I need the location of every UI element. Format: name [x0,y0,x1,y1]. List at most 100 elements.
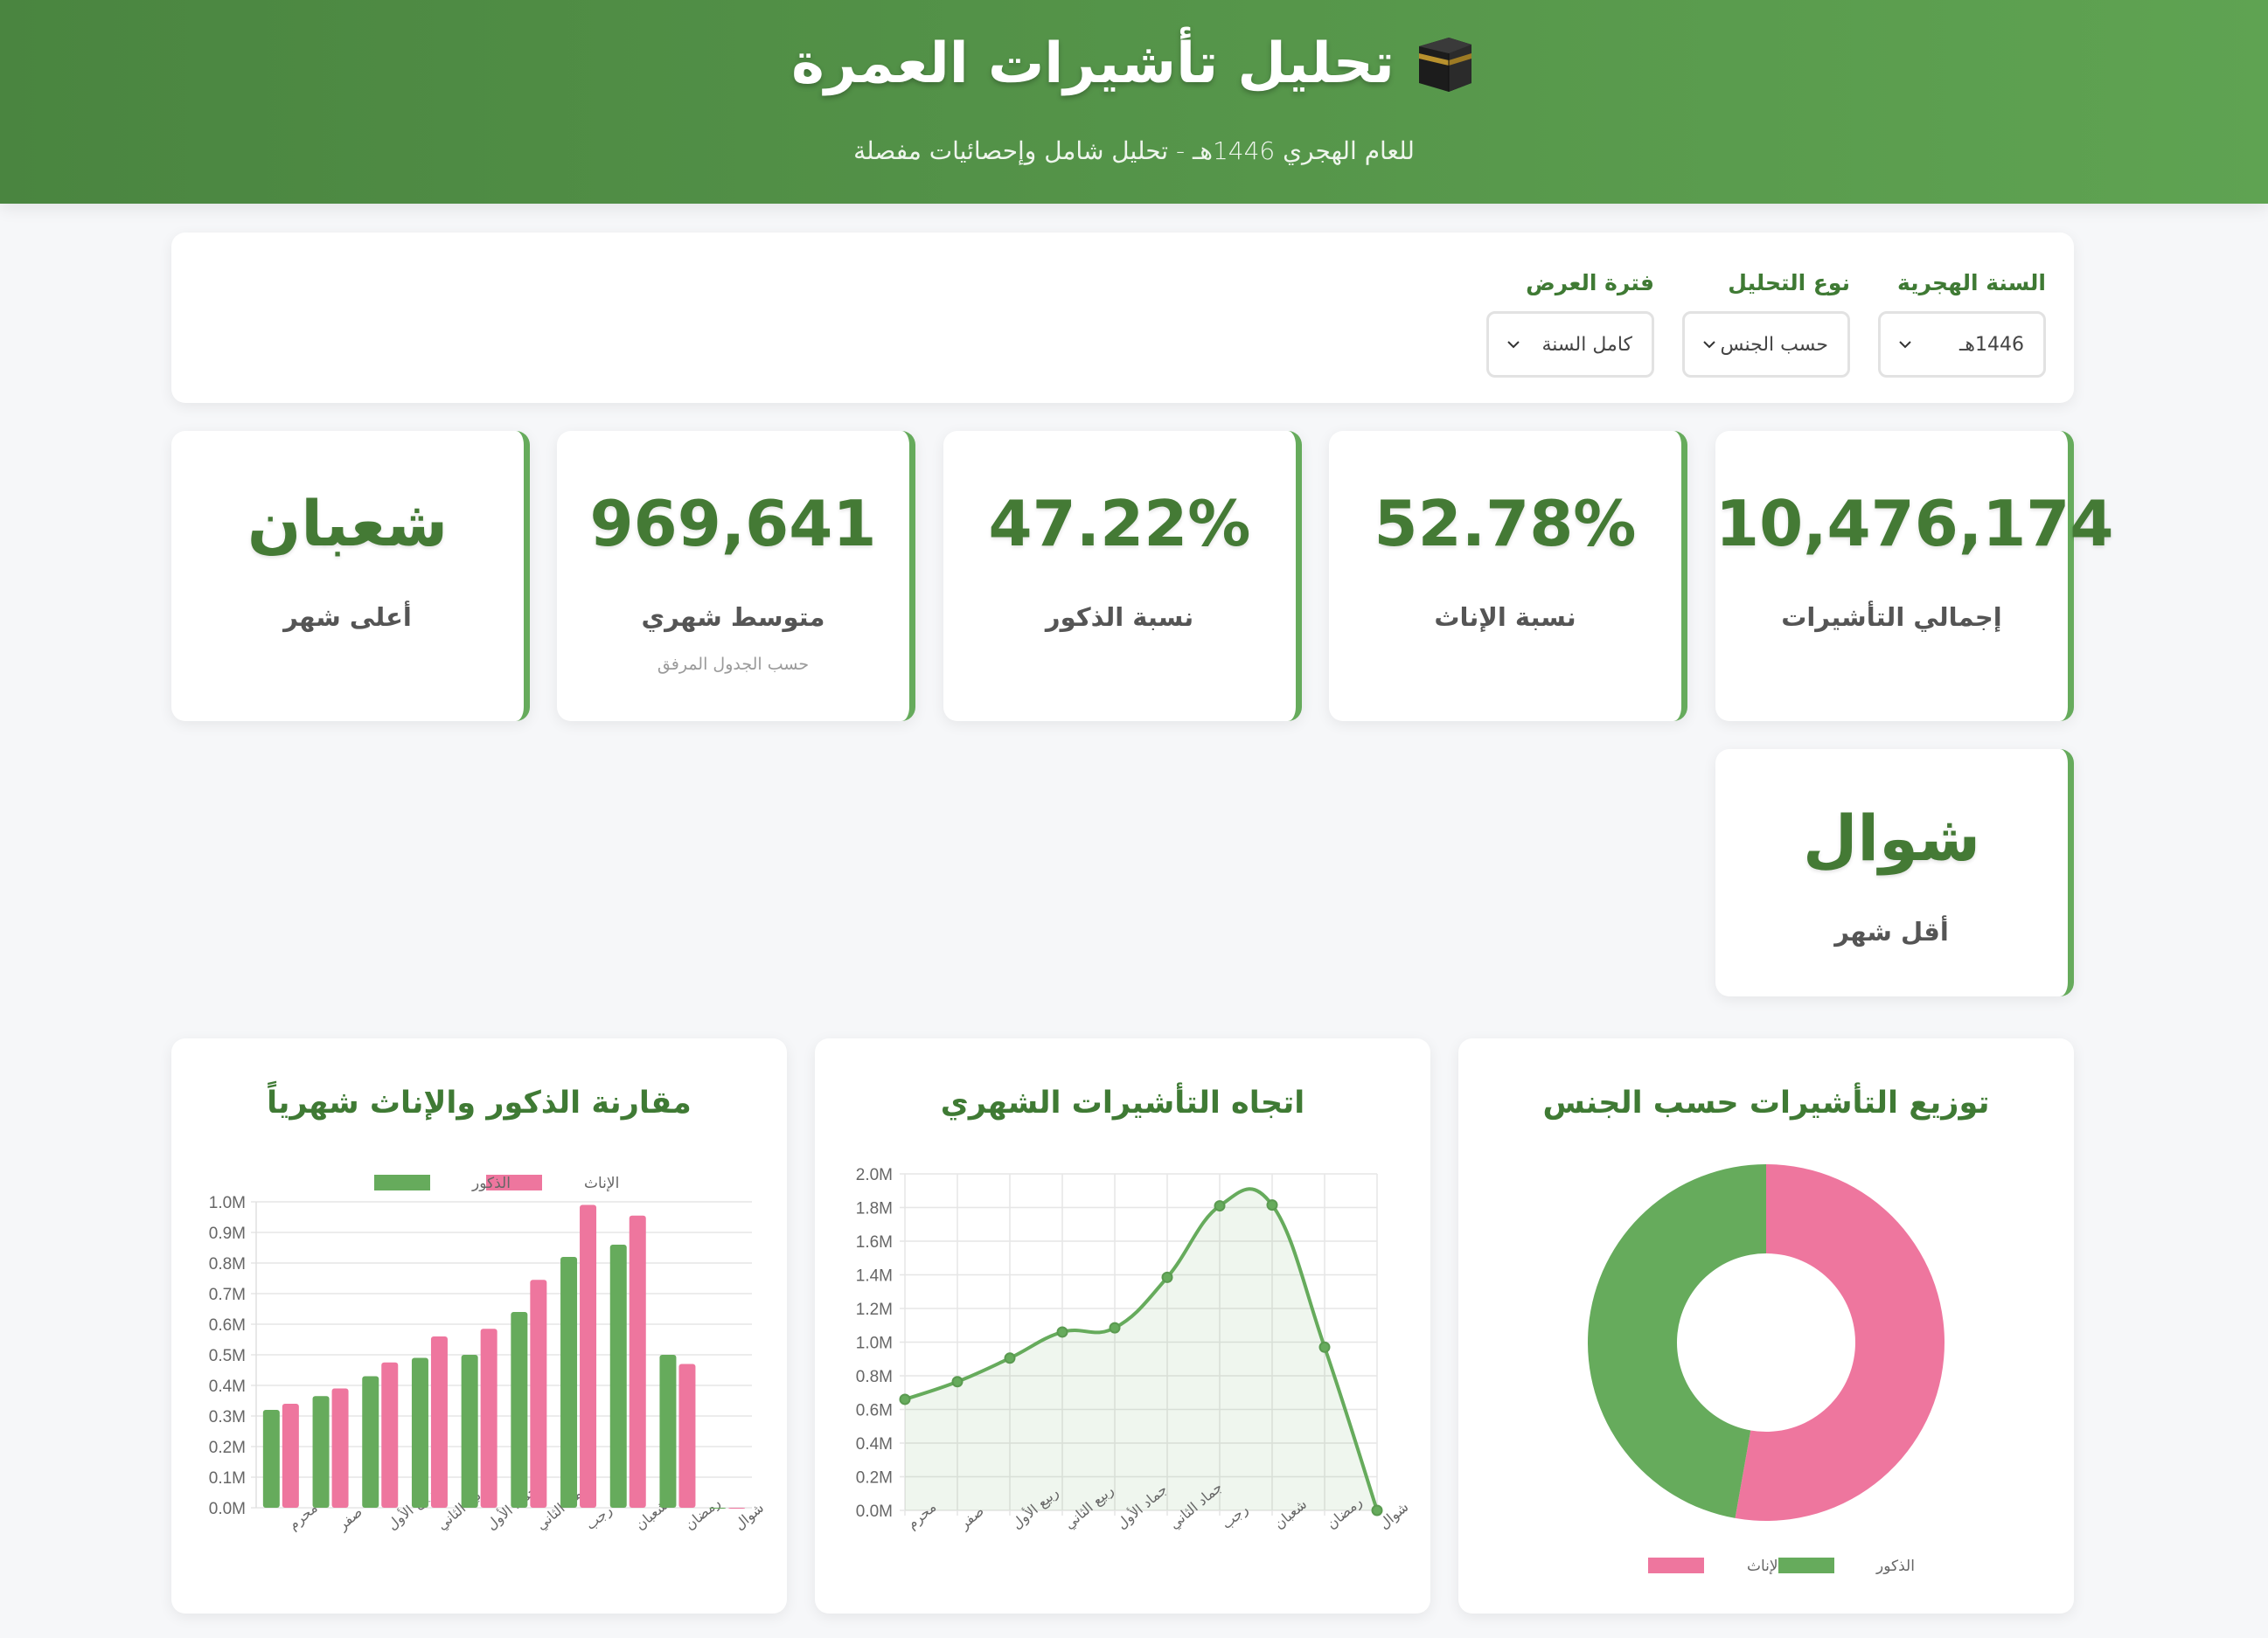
svg-text:0.3M: 0.3M [209,1408,246,1426]
svg-text:الذكور: الذكور [471,1175,511,1192]
chart-title: مقارنة الذكور والإناث شهرياً [267,1086,692,1121]
bar [430,1336,448,1508]
svg-text:0.8M: 0.8M [209,1255,246,1274]
bar [312,1396,330,1508]
filter-display-period: فترة العرض كامل السنة [1486,267,1654,378]
gender-comparison-chart-card: مقارنة الذكور والإناث شهرياً الإناث الذكو… [171,1038,787,1614]
filter-label: فترة العرض [1526,270,1654,295]
bar [728,1508,746,1509]
stat-note: حسب الجدول المرفق [657,655,810,674]
svg-text:0.4M: 0.4M [209,1378,246,1396]
data-point [1318,1341,1331,1353]
data-point [1161,1271,1173,1283]
stat-label: نسبة الذكور [1045,602,1194,632]
data-point [951,1376,964,1388]
stat-card-male-ratio: 47.22% نسبة الذكور [943,431,1302,721]
doughnut-chart: الإناث الذكور [1587,1164,1944,1575]
analysis-type-select[interactable]: حسب الجنس [1682,311,1850,378]
hijri-year-select[interactable]: 1446هـ [1878,311,2046,378]
data-point [1004,1352,1016,1364]
svg-text:0.0M: 0.0M [209,1500,246,1518]
bar [678,1364,696,1508]
stat-card-monthly-average: 969,641 متوسط شهري حسب الجدول المرفق [557,431,915,721]
svg-text:شوال: شوال [1375,1498,1412,1533]
svg-text:1.0M: 1.0M [856,1335,893,1353]
select-value: 1446هـ [1958,333,2024,356]
stat-label: أقل شهر [1834,917,1949,947]
select-value: كامل السنة [1541,333,1633,356]
stat-label: أعلى شهر [283,602,412,632]
svg-text:شوال: شوال [731,1499,768,1534]
chart-title: توزيع التأشيرات حسب الجنس [1542,1086,1990,1121]
svg-text:2.0M: 2.0M [856,1166,893,1184]
svg-text:الإناث: الإناث [1747,1558,1782,1575]
stat-card-highest-month: شعبان أعلى شهر [171,431,530,721]
data-point [1371,1504,1383,1517]
svg-text:1.0M: 1.0M [209,1194,246,1212]
bar [461,1355,478,1508]
monthly-trend-chart-card: اتجاه التأشيرات الشهري 0.0M 0.2M 0.4M 0.6M 0… [815,1038,1430,1614]
data-point [1109,1322,1121,1334]
stat-value: 47.22% [988,487,1251,560]
filter-analysis-type: نوع التحليل حسب الجنس [1682,267,1850,378]
data-point [1266,1199,1278,1211]
gender-distribution-chart-card: توزيع التأشيرات حسب الجنس الإناث الذكور [1458,1038,2074,1614]
svg-text:1.4M: 1.4M [856,1267,893,1286]
bar [411,1357,428,1508]
data-point [1214,1200,1226,1212]
stat-value: 10,476,174 [1715,487,2114,560]
stat-card-total-visas: 10,476,174 إجمالي التأشيرات [1715,431,2114,721]
stat-value: شعبان [247,487,449,560]
svg-text:0.2M: 0.2M [209,1439,246,1457]
svg-text:0.7M: 0.7M [209,1286,246,1304]
svg-text:الإناث: الإناث [584,1175,619,1192]
stat-label: نسبة الإناث [1434,602,1576,632]
chevron-down-icon [1899,341,1911,349]
bar [560,1257,578,1508]
svg-text:0.5M: 0.5M [209,1347,246,1365]
bar [580,1204,597,1508]
page-subtitle: للعام الهجري 1446هـ - تحليل شامل وإحصائي… [853,136,1415,165]
bar [381,1362,399,1508]
chart-legend: الإناث الذكور [1648,1558,1915,1575]
svg-text:0.9M: 0.9M [209,1225,246,1243]
doughnut-slice [1587,1164,1766,1518]
chart-legend: الإناث الذكور [374,1175,619,1192]
bar [262,1410,280,1508]
select-value: حسب الجنس [1720,333,1828,356]
svg-text:0.0M: 0.0M [856,1503,893,1521]
stat-value: 969,641 [589,487,877,560]
bar [480,1329,497,1508]
svg-text:1.6M: 1.6M [856,1233,893,1252]
svg-text:1.8M: 1.8M [856,1200,893,1218]
bar [659,1355,677,1508]
svg-text:0.1M: 0.1M [209,1469,246,1488]
data-point [1056,1326,1068,1338]
stat-value: 52.78% [1374,487,1637,560]
filter-hijri-year: السنة الهجرية 1446هـ [1878,267,2046,378]
bar [362,1376,379,1508]
bar [530,1280,547,1508]
filter-label: السنة الهجرية [1896,270,2046,295]
chart-title: اتجاه التأشيرات الشهري [940,1086,1305,1121]
bar [282,1404,299,1508]
svg-text:0.6M: 0.6M [856,1402,893,1420]
bar [511,1312,528,1508]
stat-card-lowest-month: شوال أقل شهر [1715,749,2074,996]
grouped-bar-chart: الإناث الذكور 0.0M 0.1M 0.2M 0.3M 0.4M 0.5M 0.6M… [209,1175,768,1534]
title-text: تحليل تأشيرات العمرة [791,31,1395,96]
filter-label: نوع التحليل [1728,270,1850,295]
display-period-select[interactable]: كامل السنة [1486,311,1654,378]
stat-value: شوال [1802,802,1981,875]
doughnut-slice [1735,1164,1944,1521]
kaaba-icon [1418,38,1471,92]
svg-text:0.6M: 0.6M [209,1316,246,1335]
svg-text:الذكور: الذكور [1875,1558,1915,1575]
page-header: تحليل تأشيرات العمرة للعام الهجري 1446هـ… [0,0,2268,204]
chevron-down-icon [1507,341,1520,349]
bar [629,1215,646,1508]
filters-panel: السنة الهجرية 1446هـ نوع التحليل حسب الج… [171,233,2074,403]
data-point [899,1393,911,1405]
svg-text:0.8M: 0.8M [856,1368,893,1386]
svg-text:0.4M: 0.4M [856,1435,893,1454]
